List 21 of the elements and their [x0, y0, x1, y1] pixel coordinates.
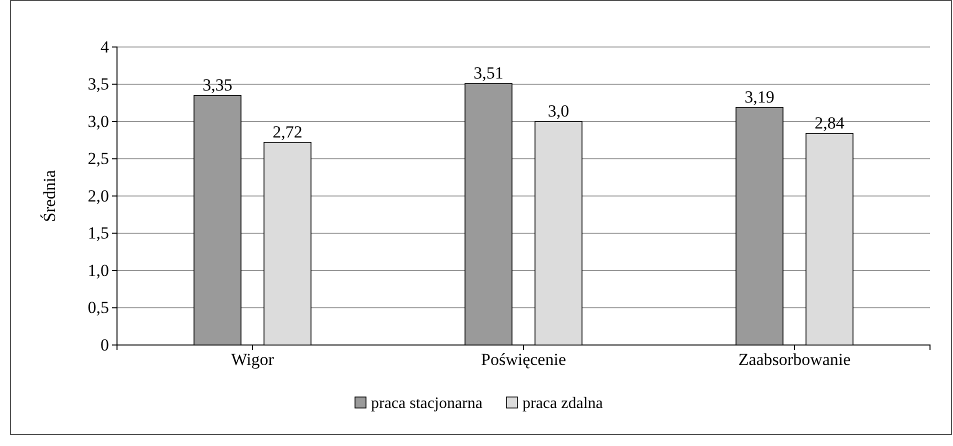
x-tick-label: Wigor: [231, 350, 274, 370]
y-tick-label: 1,0: [88, 260, 109, 280]
x-tick-label: Poświęcenie: [481, 350, 566, 370]
y-tick-label: 1,5: [88, 224, 109, 243]
y-axis-title: Średnia: [40, 170, 59, 222]
y-tick-label: 3,0: [88, 112, 109, 131]
data-label: 3,51: [474, 64, 504, 83]
data-label: 2,84: [814, 113, 845, 132]
data-label: 3,35: [202, 75, 232, 94]
y-tick-label: 2,5: [88, 149, 109, 168]
data-label: 3,0: [548, 102, 570, 120]
y-tick-label: 2,0: [88, 186, 109, 206]
legend-label: praca zdalna: [522, 395, 603, 412]
y-tick-label: 0,5: [88, 298, 109, 318]
data-label: 3,19: [744, 87, 774, 106]
y-tick-label: 3,5: [88, 74, 109, 94]
legend-label: praca stacjonarna: [371, 395, 482, 412]
data-label: 2,72: [272, 122, 302, 142]
x-tick-label: Zaabsorbowanie: [738, 350, 851, 370]
y-tick-label: 4: [100, 37, 110, 56]
y-tick-label: 0: [100, 335, 109, 354]
